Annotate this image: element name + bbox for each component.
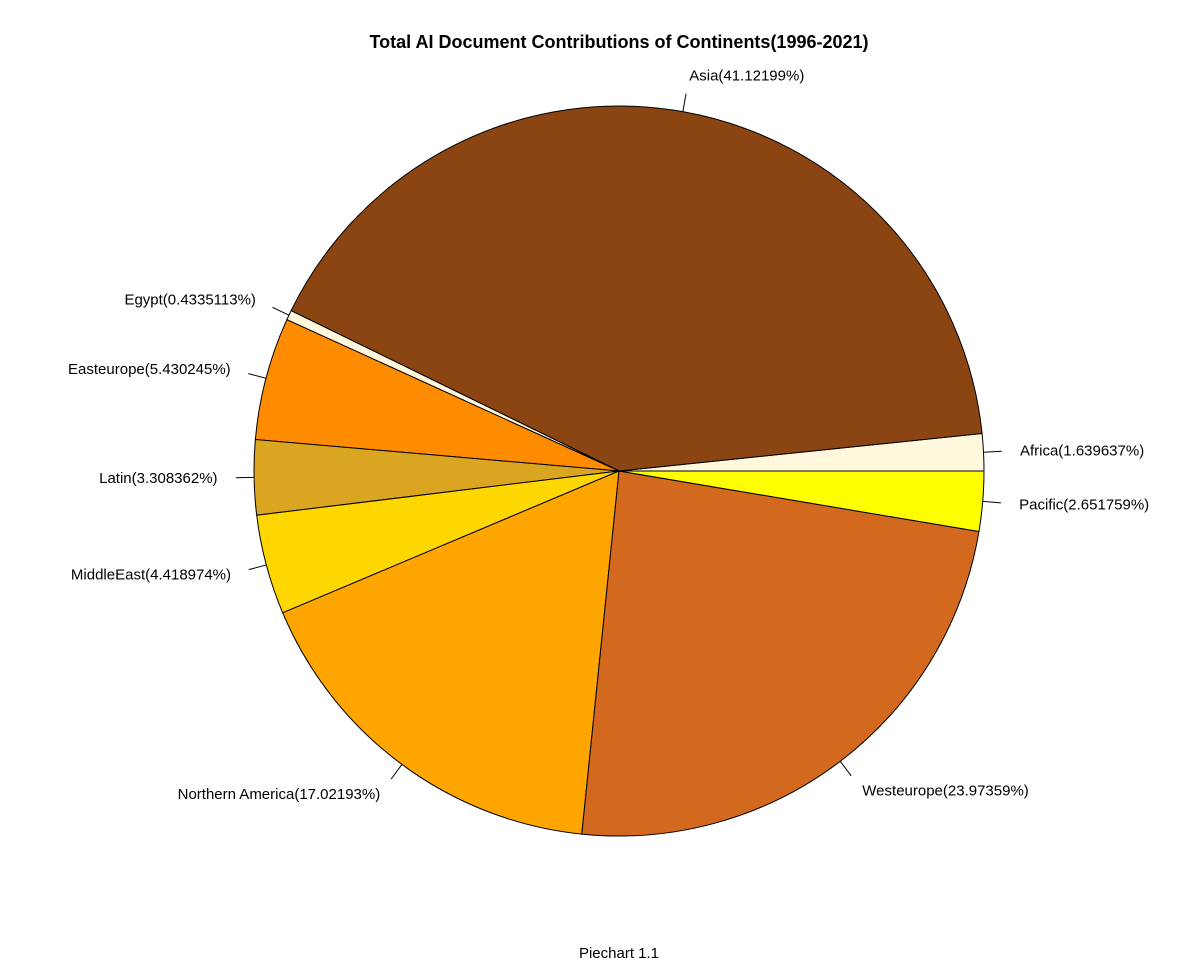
- label-tick-0: [983, 450, 1002, 453]
- slice-label-5: MiddleEast(4.418974%): [71, 566, 231, 583]
- label-tick-7: [839, 761, 852, 777]
- pie-slice-7: [581, 470, 980, 837]
- pie-slice-1: [290, 105, 983, 472]
- label-tick-5: [248, 564, 267, 571]
- slice-label-8: Pacific(2.651759%): [1019, 496, 1149, 513]
- label-ticks: [235, 93, 1002, 780]
- slice-label-2: Egypt(0.4335113%): [124, 292, 255, 309]
- pie-slices: [253, 105, 985, 837]
- slice-label-1: Asia(41.12199%): [689, 68, 804, 85]
- slice-label-0: Africa(1.639637%): [1020, 442, 1144, 459]
- slice-label-4: Latin(3.308362%): [99, 470, 217, 487]
- label-tick-6: [390, 764, 403, 780]
- slice-label-6: Northern America(17.02193%): [178, 786, 381, 803]
- pie-slice-6: [282, 470, 620, 835]
- label-tick-3: [248, 373, 267, 379]
- slice-labels: Africa(1.639637%) Asia(41.12199%) Egypt(0.…: [68, 68, 1149, 803]
- chart-title: Total AI Document Contributions of Conti…: [369, 32, 868, 52]
- chart-caption: Piechart 1.1: [579, 945, 659, 962]
- slice-label-3: Easteurope(5.430245%): [68, 361, 231, 378]
- label-tick-1: [682, 93, 687, 112]
- slice-label-7: Westeurope(23.97359%): [862, 782, 1029, 799]
- label-tick-8: [982, 500, 1001, 504]
- label-tick-2: [272, 306, 290, 316]
